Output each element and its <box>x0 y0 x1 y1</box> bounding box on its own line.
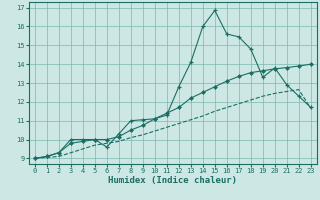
X-axis label: Humidex (Indice chaleur): Humidex (Indice chaleur) <box>108 176 237 185</box>
